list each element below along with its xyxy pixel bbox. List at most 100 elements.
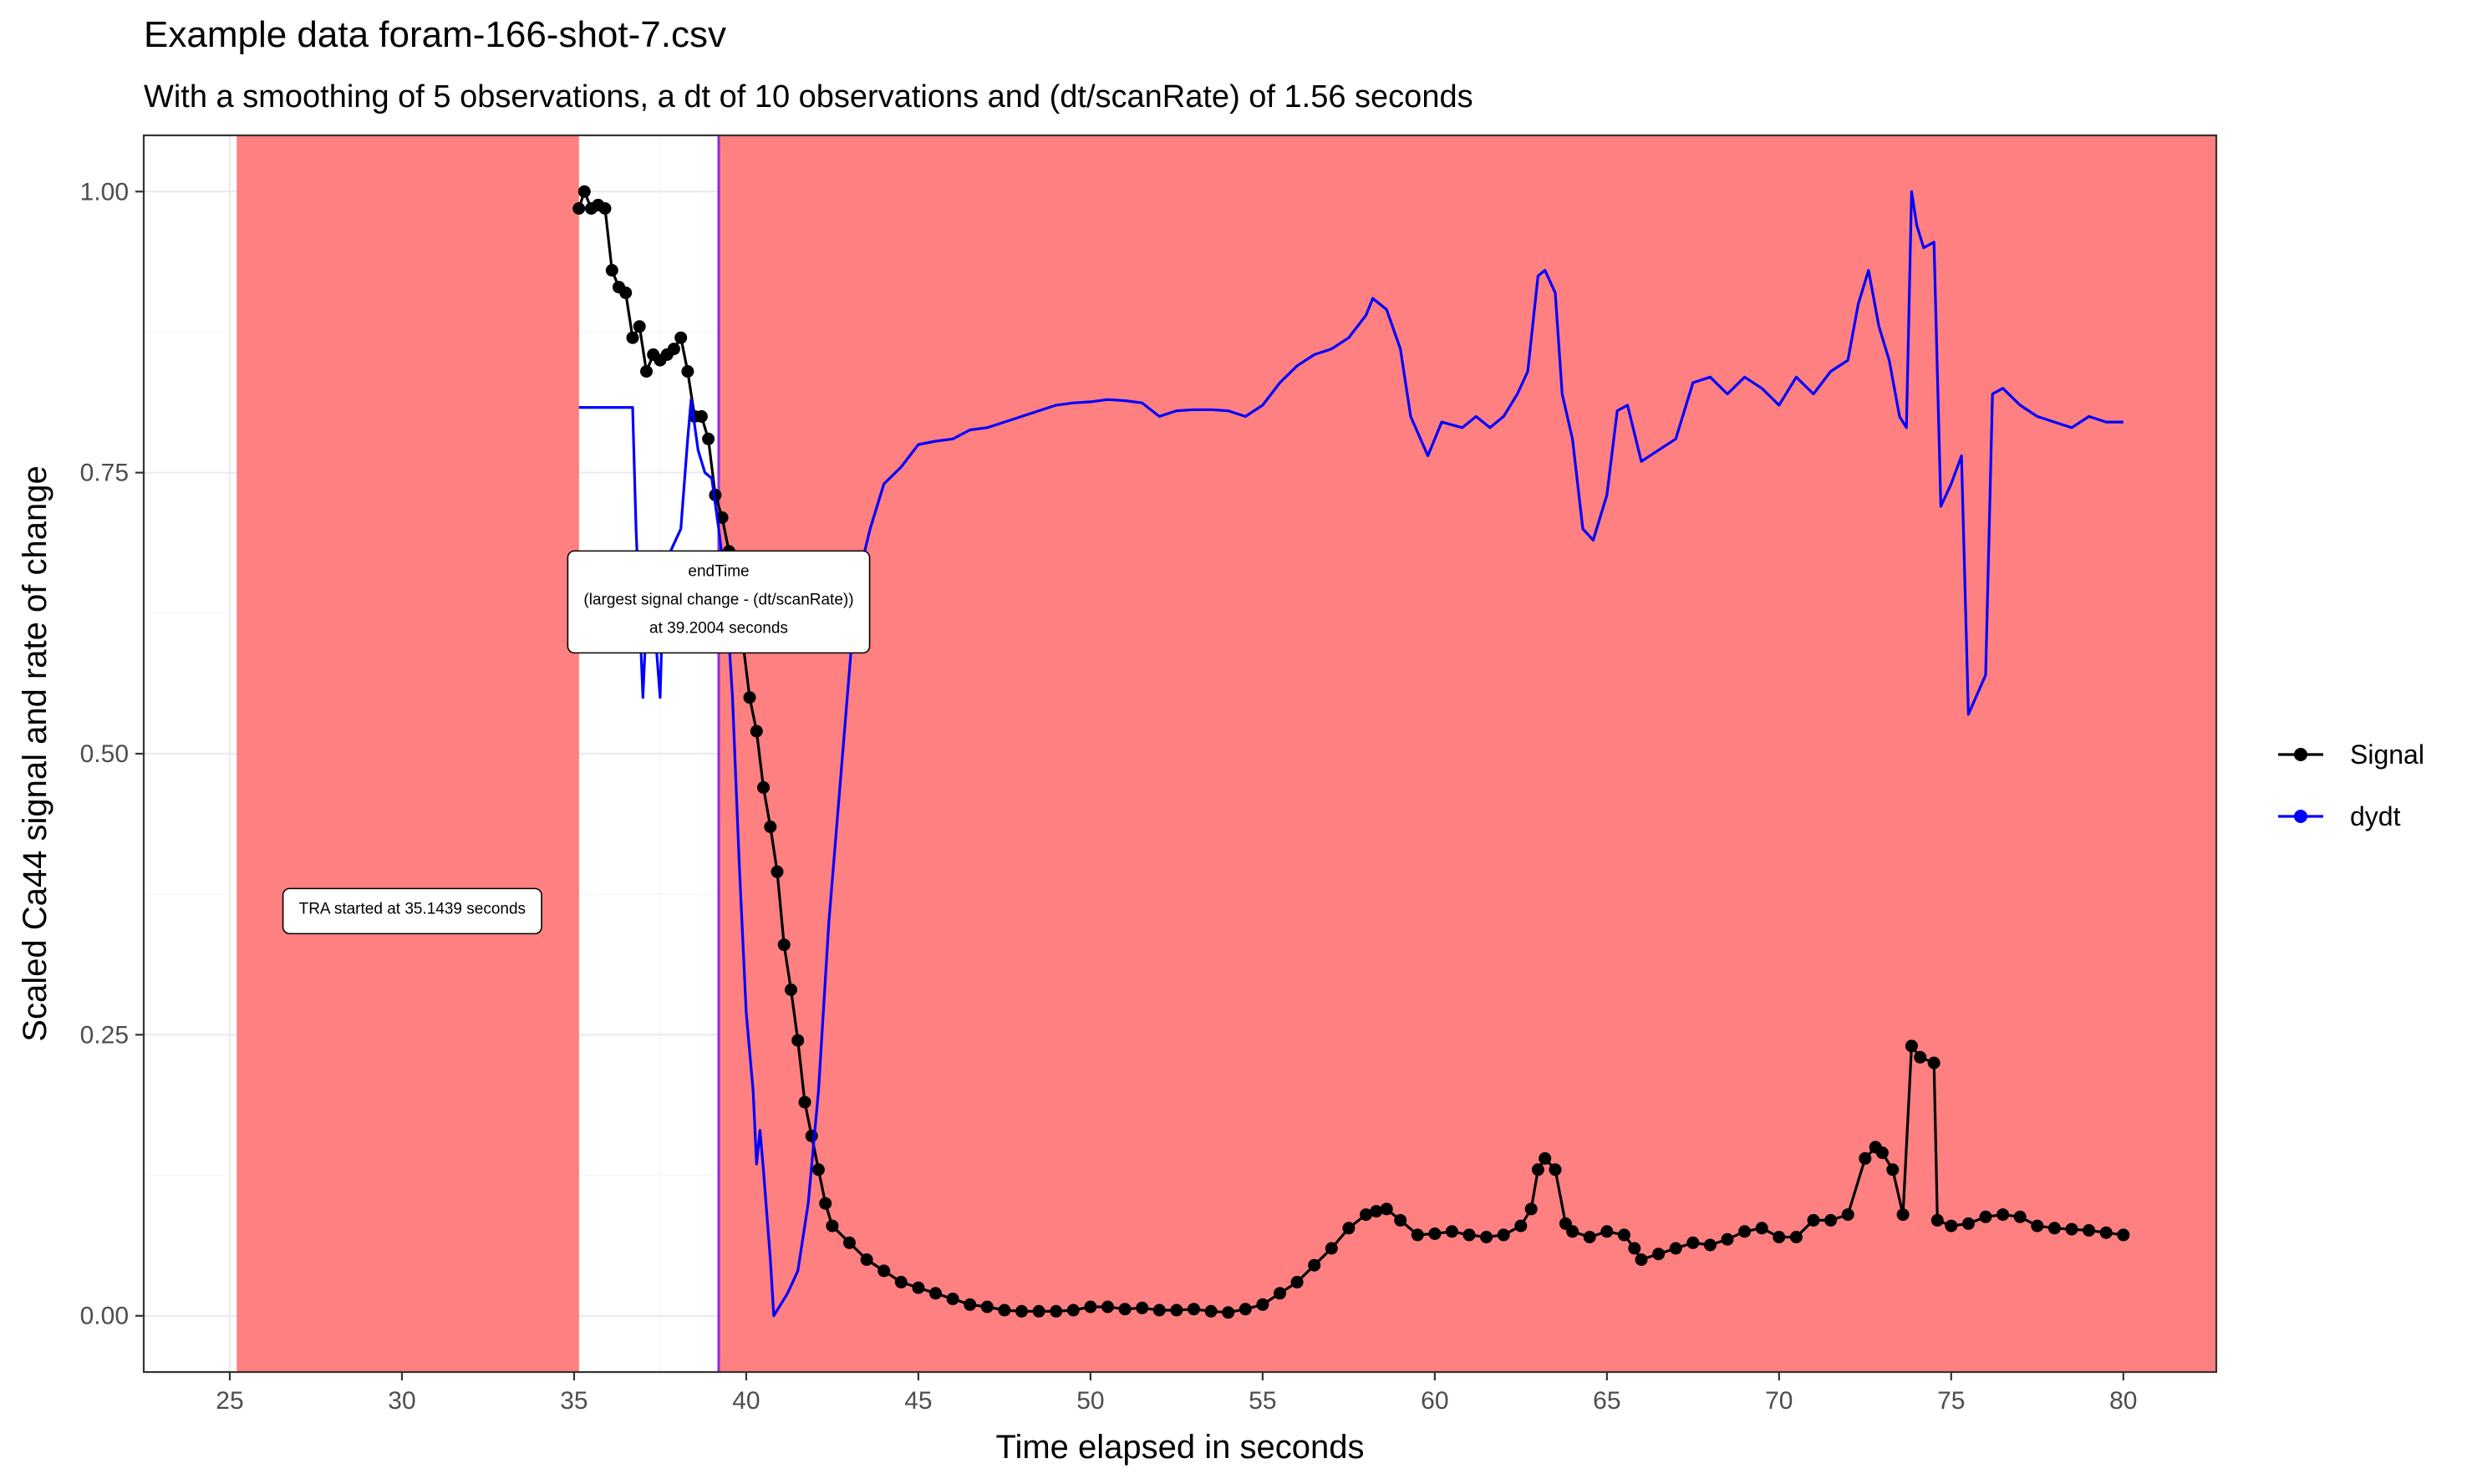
data-point-signal bbox=[1635, 1253, 1648, 1266]
chart-subtitle: With a smoothing of 5 observations, a dt… bbox=[144, 79, 1473, 114]
annotation-text: at 39.2004 seconds bbox=[649, 619, 788, 637]
shaded-region bbox=[237, 135, 579, 1372]
legend-key-point bbox=[2294, 810, 2307, 823]
data-point-signal bbox=[764, 821, 777, 833]
series-dydt bbox=[578, 190, 2124, 1318]
data-point-signal bbox=[1961, 1217, 1975, 1230]
data-point-signal bbox=[1462, 1228, 1476, 1242]
data-point-signal bbox=[1531, 1163, 1544, 1177]
data-point-signal bbox=[1566, 1225, 1579, 1238]
data-point-signal bbox=[791, 1034, 805, 1047]
legend-label: Signal bbox=[2350, 739, 2424, 770]
legend-item-signal: Signal bbox=[2278, 739, 2424, 770]
y-axis-title: Scaled Ca44 signal and rate of change bbox=[17, 465, 53, 1041]
data-point-signal bbox=[577, 185, 591, 198]
data-point-signal bbox=[980, 1300, 994, 1314]
x-tick-label: 75 bbox=[1937, 1387, 1965, 1415]
annotations: endTime (largest signal change - (dt/scan… bbox=[282, 550, 871, 935]
data-point-signal bbox=[912, 1281, 925, 1294]
data-point-signal bbox=[1290, 1275, 1304, 1288]
data-point-signal bbox=[1789, 1231, 1803, 1243]
data-point-signal bbox=[771, 865, 784, 878]
data-point-signal bbox=[1600, 1225, 1614, 1238]
data-point-signal bbox=[1170, 1304, 1183, 1317]
series-signal bbox=[572, 185, 2130, 1319]
data-point-signal bbox=[811, 1163, 825, 1177]
data-point-signal bbox=[1222, 1306, 1235, 1319]
data-point-signal bbox=[674, 331, 688, 344]
endtime-annotation: endTime (largest signal change - (dt/scan… bbox=[567, 550, 871, 654]
data-point-signal bbox=[1411, 1228, 1424, 1242]
data-point-signal bbox=[1497, 1228, 1510, 1242]
data-point-signal bbox=[743, 691, 756, 704]
data-point-signal bbox=[1927, 1056, 1941, 1070]
legend: Signal dydt bbox=[2278, 739, 2424, 831]
data-point-signal bbox=[1118, 1303, 1132, 1316]
legend-key-point bbox=[2294, 748, 2307, 761]
x-tick-label: 25 bbox=[216, 1387, 243, 1415]
data-point-signal bbox=[1274, 1287, 1286, 1300]
axis-ticks: 25 30 35 40 45 50 55 60 65 70 75 80 0.00 0.25 0.50 0.75… bbox=[80, 178, 2138, 1415]
data-point-signal bbox=[1583, 1231, 1596, 1243]
data-point-signal bbox=[777, 938, 791, 952]
shaded-region bbox=[718, 135, 2216, 1372]
data-point-signal bbox=[572, 202, 586, 215]
data-point-signal bbox=[1979, 1210, 1992, 1223]
data-point-signal bbox=[2065, 1222, 2078, 1236]
data-point-signal bbox=[2031, 1219, 2044, 1232]
data-point-signal bbox=[1539, 1151, 1552, 1165]
data-point-signal bbox=[640, 365, 653, 378]
data-point-signal bbox=[1445, 1225, 1458, 1238]
data-point-signal bbox=[1996, 1208, 2010, 1222]
data-point-signal bbox=[826, 1219, 839, 1232]
annotation-box bbox=[282, 887, 542, 935]
annotation-text: endTime bbox=[688, 562, 749, 580]
x-tick-label: 40 bbox=[732, 1387, 760, 1415]
data-point-signal bbox=[798, 1095, 811, 1109]
data-point-signal bbox=[843, 1236, 856, 1249]
data-point-signal bbox=[1914, 1050, 1927, 1064]
data-point-signal bbox=[1721, 1232, 1734, 1246]
data-point-signal bbox=[929, 1287, 942, 1300]
data-point-signal bbox=[785, 983, 797, 996]
x-tick-label: 65 bbox=[1593, 1387, 1620, 1415]
data-point-signal bbox=[633, 320, 646, 333]
data-point-signal bbox=[605, 264, 618, 277]
data-point-signal bbox=[1380, 1202, 1393, 1216]
data-point-signal bbox=[1101, 1300, 1114, 1314]
data-point-signal bbox=[626, 331, 639, 344]
data-point-signal bbox=[1886, 1163, 1900, 1177]
data-point-signal bbox=[598, 202, 612, 215]
shaded-regions bbox=[237, 135, 2216, 1372]
series-layer bbox=[572, 185, 2130, 1319]
annotation-text: TRA started at 35.1439 seconds bbox=[299, 900, 526, 917]
data-point-signal bbox=[819, 1197, 832, 1210]
y-tick-label: 1.00 bbox=[80, 178, 129, 206]
legend-label: dydt bbox=[2350, 801, 2401, 831]
series-line-dydt bbox=[578, 190, 2124, 1318]
data-point-signal bbox=[1370, 1205, 1383, 1218]
data-point-signal bbox=[1360, 1208, 1372, 1222]
data-point-signal bbox=[1308, 1258, 1321, 1272]
data-point-signal bbox=[1875, 1146, 1889, 1160]
data-point-signal bbox=[860, 1253, 873, 1266]
data-point-signal bbox=[1652, 1248, 1666, 1261]
x-tick-label: 30 bbox=[388, 1387, 415, 1415]
data-point-signal bbox=[1032, 1304, 1045, 1318]
data-point-signal bbox=[946, 1293, 959, 1305]
data-point-signal bbox=[2013, 1210, 2027, 1223]
data-point-signal bbox=[1738, 1225, 1752, 1238]
annotation-box bbox=[567, 550, 871, 654]
y-tick-label: 0.25 bbox=[80, 1021, 129, 1049]
data-point-signal bbox=[2047, 1222, 2061, 1235]
x-tick-label: 60 bbox=[1421, 1387, 1448, 1415]
data-point-signal bbox=[1188, 1303, 1200, 1316]
x-tick-label: 35 bbox=[560, 1387, 588, 1415]
data-point-signal bbox=[1325, 1242, 1338, 1255]
data-point-signal bbox=[619, 286, 633, 299]
tra-start-annotation: TRA started at 35.1439 seconds bbox=[282, 887, 542, 935]
data-point-signal bbox=[1617, 1228, 1630, 1242]
data-point-signal bbox=[1930, 1213, 1944, 1227]
